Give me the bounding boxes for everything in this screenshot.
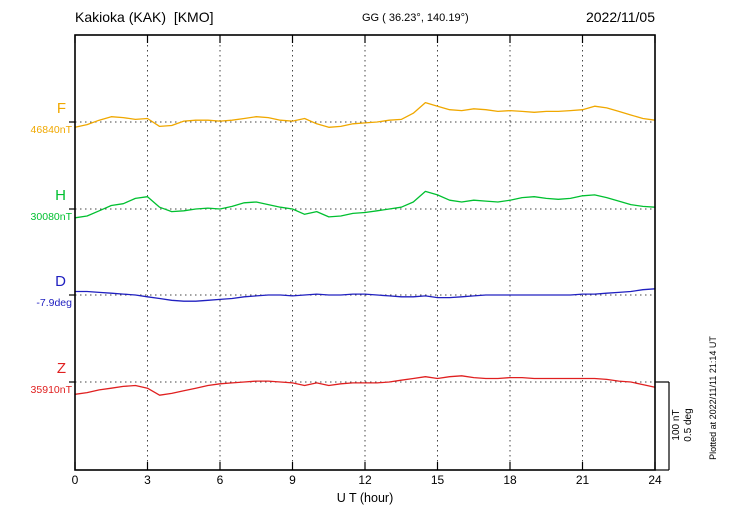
- baseline-dotted-lines: [69, 121, 655, 383]
- x-tick-label: 21: [575, 473, 590, 487]
- plot-frame: [74, 34, 656, 471]
- geographic-coordinates: GG ( 36.23°, 140.19°): [362, 12, 469, 24]
- x-tick-label: 18: [503, 473, 517, 487]
- component-baseline-h: 30080nT: [30, 211, 72, 223]
- x-tick-label: 3: [144, 473, 151, 487]
- trace-h: [74, 190, 656, 219]
- scale-bar-label: 100 nT 0.5 deg: [671, 401, 695, 449]
- x-tick-label: 9: [289, 473, 296, 487]
- component-baseline-f: 46840nT: [30, 124, 72, 136]
- component-baseline-z: 35910nT: [30, 384, 72, 396]
- component-label-h: H: [55, 187, 66, 204]
- plot-date: 2022/11/05: [585, 9, 655, 25]
- plotted-at-note: Plotted at 2022/11/11 21:14 UT: [708, 336, 718, 460]
- x-tick-label: 12: [358, 473, 372, 487]
- vertical-gridlines: [147, 35, 583, 470]
- x-tick-label: 6: [216, 473, 224, 487]
- x-tick-label: 0: [71, 473, 79, 487]
- scale-bar-nt-label: 100 nT: [671, 409, 682, 441]
- station-title: Kakioka (KAK) [KMO]: [75, 9, 214, 25]
- component-baseline-d: -7.9deg: [36, 297, 72, 309]
- x-axis-label: U T (hour): [336, 491, 394, 505]
- component-label-d: D: [55, 273, 66, 290]
- scale-bar: [655, 381, 670, 471]
- trace-f: [74, 101, 656, 128]
- trace-d: [74, 288, 656, 302]
- component-label-z: Z: [56, 360, 66, 377]
- component-label-f: F: [56, 100, 66, 117]
- x-tick-label: 15: [430, 473, 445, 487]
- scale-bar-deg-label: 0.5 deg: [683, 408, 694, 442]
- x-tick-label: 24: [648, 473, 662, 487]
- trace-z: [74, 375, 656, 396]
